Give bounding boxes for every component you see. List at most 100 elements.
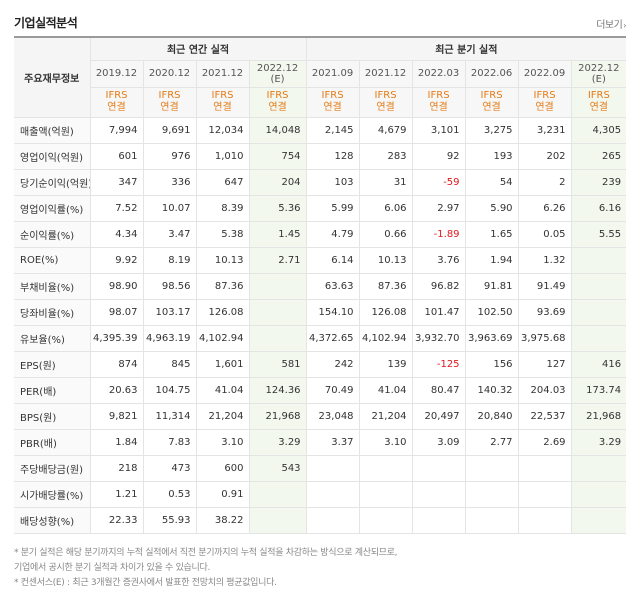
table-cell: 1.45 — [249, 221, 307, 248]
table-cell: 1.65 — [465, 221, 519, 248]
table-cell: 1.32 — [518, 247, 572, 274]
table-cell: 4,372.65 — [306, 325, 360, 352]
table-cell: 14,048 — [249, 117, 307, 144]
period-label: 2019.12 — [95, 68, 138, 79]
table-cell: -125 — [412, 350, 466, 378]
table-row: 배당성향(%) 22.33 55.93 38.22 — [14, 507, 627, 534]
basis-label: 연결 — [376, 102, 395, 113]
table-cell — [571, 481, 627, 508]
financial-summary-table: 주요재무정보 최근 연간 실적 최근 분기 실적 2019.12 2020.12 2… — [14, 36, 627, 534]
standard-label: IFRS — [533, 90, 556, 101]
table-cell — [306, 507, 360, 534]
row-label: EPS(원) — [14, 350, 91, 378]
table-cell: 3.47 — [143, 221, 197, 248]
table-cell: 140.32 — [465, 377, 519, 404]
period-label: 2022.12 — [256, 62, 299, 74]
table-row: 당좌비율(%) 98.07 103.17 126.08 154.10 126.08 101.… — [14, 299, 627, 326]
more-link-label[interactable]: 더보기 — [596, 20, 623, 31]
table-cell: 5.38 — [196, 221, 250, 248]
table-cell: 283 — [359, 143, 413, 170]
table-cell: 31 — [359, 169, 413, 196]
table-cell: 3.10 — [359, 429, 413, 456]
table-cell: 41.04 — [359, 377, 413, 404]
footnote: 기업에서 공시한 분기 실적과 차이가 있을 수 있습니다. — [14, 563, 211, 573]
table-cell: 0.91 — [196, 481, 250, 508]
table-cell: 103 — [306, 169, 360, 196]
period-header: 2022.12 (E) — [571, 60, 627, 88]
period-label: 2021.09 — [311, 68, 354, 79]
table-cell — [465, 454, 519, 482]
table-cell: 21,204 — [196, 403, 250, 430]
table-cell: 600 — [196, 454, 250, 482]
table-cell — [249, 273, 307, 300]
table-cell: 103.17 — [143, 299, 197, 326]
row-label: 순이익률(%) — [14, 221, 91, 248]
table-cell: 2.71 — [249, 247, 307, 274]
standard-header: IFRS 연결 — [196, 87, 250, 118]
section-header: 기업실적분석 더보기› — [14, 12, 626, 32]
table-cell: 101.47 — [412, 299, 466, 326]
table-cell: 91.49 — [518, 273, 572, 300]
table-cell: 204 — [249, 169, 307, 196]
table-cell: 1,601 — [196, 350, 250, 378]
table-cell: 11,314 — [143, 403, 197, 430]
table-cell: 3.29 — [249, 429, 307, 456]
table-cell: 5.36 — [249, 194, 307, 222]
chevron-right-icon: › — [623, 21, 626, 30]
table-cell — [518, 481, 572, 508]
table-cell: 173.74 — [571, 377, 627, 404]
more-link[interactable]: 더보기› — [596, 16, 626, 31]
row-label: 영업이익(억원) — [14, 143, 91, 170]
table-cell: 91.81 — [465, 273, 519, 300]
table-cell: 6.16 — [571, 194, 627, 222]
period-label: 2021.12 — [364, 68, 407, 79]
table-cell: 9.92 — [90, 247, 144, 274]
table-cell: 70.49 — [306, 377, 360, 404]
table-row: BPS(원) 9,821 11,314 21,204 21,968 23,048 21,20… — [14, 403, 627, 430]
row-label: 배당성향(%) — [14, 507, 91, 534]
basis-label: 연결 — [429, 102, 448, 113]
table-cell: -59 — [412, 169, 466, 196]
table-cell: 9,691 — [143, 117, 197, 144]
table-row: 부채비율(%) 98.90 98.56 87.36 63.63 87.36 96.82 91.… — [14, 273, 627, 300]
standard-header: IFRS 연결 — [518, 87, 572, 118]
table-cell: 336 — [143, 169, 197, 196]
table-cell: 4,305 — [571, 117, 627, 144]
table-cell: 7.52 — [90, 194, 144, 222]
table-cell — [465, 507, 519, 534]
table-cell — [249, 507, 307, 534]
table-cell: 2.69 — [518, 429, 572, 456]
row-label: 매출액(억원) — [14, 117, 91, 144]
table-cell — [465, 481, 519, 508]
table-row: 주당배당금(원) 218 473 600 543 — [14, 454, 627, 482]
table-cell: 647 — [196, 169, 250, 196]
table-cell — [571, 299, 627, 326]
period-label: 2020.12 — [148, 68, 191, 79]
period-label: 2022.06 — [470, 68, 513, 79]
table-cell: 9,821 — [90, 403, 144, 430]
table-cell: 124.36 — [249, 377, 307, 404]
standard-header: IFRS 연결 — [143, 87, 197, 118]
period-header: 2022.12 (E) — [249, 60, 307, 88]
estimate-mark: (E) — [591, 73, 606, 85]
basis-label: 연결 — [589, 102, 609, 113]
group-quarterly-header: 최근 분기 실적 — [306, 36, 627, 61]
table-cell: 3.09 — [412, 429, 466, 456]
period-label: 2022.03 — [417, 68, 460, 79]
table-cell: 21,968 — [249, 403, 307, 430]
table-cell: 98.90 — [90, 273, 144, 300]
table-cell: 128 — [306, 143, 360, 170]
table-cell: 7,994 — [90, 117, 144, 144]
table-cell: 3.76 — [412, 247, 466, 274]
table-cell: 5.55 — [571, 221, 627, 248]
table-cell: 22.33 — [90, 507, 144, 534]
table-cell: 5.99 — [306, 194, 360, 222]
table-cell: 416 — [571, 350, 627, 378]
table-cell: 0.05 — [518, 221, 572, 248]
period-label: 2022.09 — [523, 68, 566, 79]
table-cell: 20.63 — [90, 377, 144, 404]
table-cell: 2.97 — [412, 194, 466, 222]
row-label: 시가배당률(%) — [14, 481, 91, 508]
table-cell: 2,145 — [306, 117, 360, 144]
table-row: 당기순이익(억원) 347 336 647 204 103 31 -59 54 2 239 — [14, 169, 627, 196]
